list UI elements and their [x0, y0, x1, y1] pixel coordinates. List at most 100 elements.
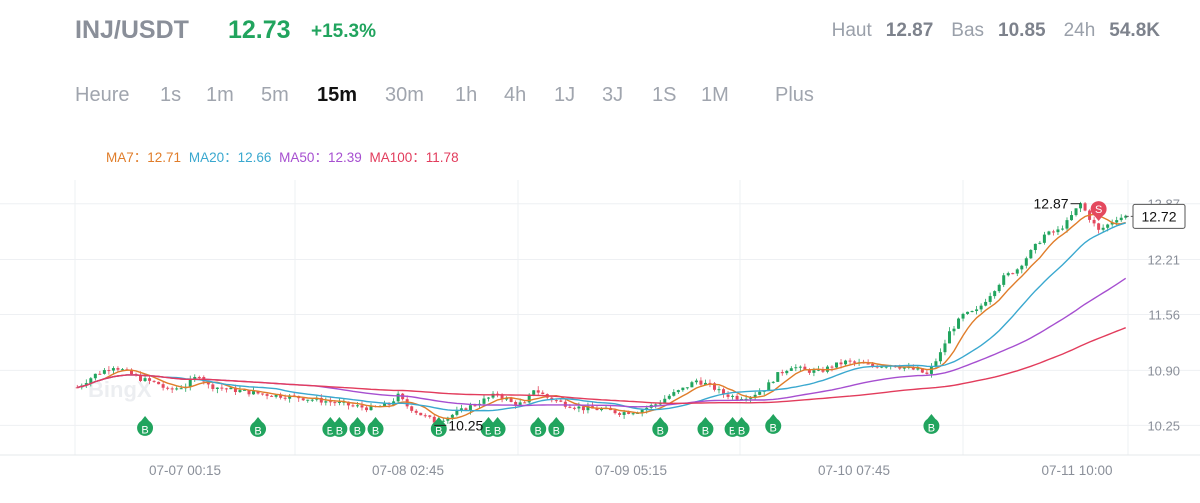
timeframe-4h[interactable]: 4h — [504, 84, 527, 106]
candle-body — [256, 391, 260, 394]
candle-body — [925, 372, 929, 374]
candle-body — [699, 380, 703, 385]
current-price-tag-box — [1132, 203, 1186, 229]
candle-body — [821, 369, 825, 372]
candle-body — [270, 395, 274, 397]
candle-body — [794, 367, 798, 369]
candle-body — [631, 413, 635, 415]
candle-body — [645, 407, 649, 410]
volume-label: 24h — [1063, 20, 1096, 41]
candle-body — [288, 395, 292, 399]
buy-marker — [367, 417, 384, 437]
candle-body — [1056, 229, 1060, 233]
candle-body — [505, 398, 509, 400]
candle-body — [618, 413, 622, 415]
candle-body — [848, 360, 852, 362]
candle-body — [310, 399, 314, 401]
candle-body — [261, 393, 265, 395]
buy-marker — [489, 417, 506, 437]
candle-body — [1006, 273, 1010, 276]
chart-grid — [0, 180, 1200, 456]
timeframe-1s[interactable]: 1S — [652, 84, 677, 106]
timeframe-heure[interactable]: Heure — [75, 84, 130, 106]
timeframe-5m[interactable]: 5m — [261, 84, 289, 106]
candle-body — [514, 401, 518, 405]
candle-body — [798, 366, 802, 368]
timeframe-3j[interactable]: 3J — [602, 84, 624, 106]
candle-body — [753, 394, 757, 398]
buy-marker — [349, 417, 366, 437]
candle-body — [957, 318, 961, 329]
sell-marker — [1090, 201, 1107, 221]
candle-body — [75, 387, 79, 389]
candle-body — [654, 404, 658, 406]
candle-body — [1079, 203, 1083, 209]
candle-body — [844, 360, 848, 365]
sell-marker-label: S — [1095, 204, 1102, 216]
candle-body — [853, 361, 857, 363]
candle-body — [238, 390, 242, 393]
candle-body — [500, 394, 504, 399]
candle-body — [581, 406, 585, 411]
candle-body — [1110, 222, 1114, 225]
timeframe-15m[interactable]: 15m — [317, 84, 358, 106]
moving-averages-layer — [77, 213, 1127, 420]
candle-body — [139, 375, 143, 381]
candle-body — [1033, 243, 1037, 251]
candle-body — [1042, 234, 1046, 243]
candle-body — [509, 398, 513, 402]
candle-body — [152, 380, 156, 382]
candle-body — [966, 311, 970, 314]
axes-layer: 12.87 12.21 11.56 10.90 10.25 07-07 00:15 07-0… — [149, 197, 1180, 478]
high-value: 12.87 — [885, 20, 934, 41]
timeframe-plus[interactable]: Plus — [775, 84, 814, 106]
ticker-stats: Haut 12.87 Bas 10.85 24h 54.8K — [814, 20, 1160, 42]
candle-body — [672, 392, 676, 396]
candle-body — [780, 372, 784, 374]
buy-marker-label: B — [657, 426, 664, 438]
trading-pair[interactable]: INJ/USDT — [75, 16, 189, 44]
candle-body — [1065, 220, 1069, 229]
ticker-header: INJ/USDT 12.73 +15.3% Haut 12.87 Bas 10.… — [0, 0, 1200, 70]
candle-body — [559, 400, 563, 402]
low-label: Bas — [951, 20, 985, 41]
candle-body — [468, 405, 472, 411]
candle-body — [1101, 227, 1105, 230]
timeframe-30m[interactable]: 30m — [385, 84, 424, 106]
ma100-line — [77, 327, 1126, 404]
candle-body — [491, 393, 495, 398]
candle-body — [929, 366, 933, 374]
candle-body — [532, 390, 536, 395]
candle-body — [975, 309, 979, 312]
candle-body — [947, 331, 951, 344]
candle-body — [523, 402, 527, 404]
candle-body — [527, 394, 531, 403]
timeframe-1s[interactable]: 1s — [160, 84, 182, 106]
candle-body — [920, 368, 924, 373]
candle-body — [690, 382, 694, 388]
ma-legend: MA7：12.71 MA20：12.66 MA50：12.39 MA100：11… — [106, 146, 459, 166]
trade-markers-layer: B B B B B B B B B B B B B B B B BS — [137, 201, 1107, 438]
candle-body — [622, 412, 626, 415]
candle-body — [120, 369, 124, 371]
candle-body — [758, 391, 762, 395]
candle-body — [685, 387, 689, 389]
candle-body — [116, 368, 120, 370]
timeframe-1j[interactable]: 1J — [554, 84, 576, 106]
timeframe-1h[interactable]: 1h — [455, 84, 478, 106]
candle-body — [984, 301, 988, 306]
candle-body — [884, 366, 888, 368]
buy-marker-label: B — [336, 426, 343, 438]
buy-marker-label: B — [327, 426, 334, 438]
candle-body — [902, 367, 906, 369]
candle-body — [1015, 269, 1019, 274]
x-tick-label: 07-09 05:15 — [595, 463, 667, 478]
timeframe-1m[interactable]: 1m — [206, 84, 234, 106]
candle-body — [816, 369, 820, 371]
timeframe-1m[interactable]: 1M — [701, 84, 729, 106]
candle-body — [414, 410, 418, 413]
candle-body — [1106, 224, 1110, 228]
buy-marker-label: B — [372, 426, 379, 438]
candle-body — [776, 372, 780, 382]
